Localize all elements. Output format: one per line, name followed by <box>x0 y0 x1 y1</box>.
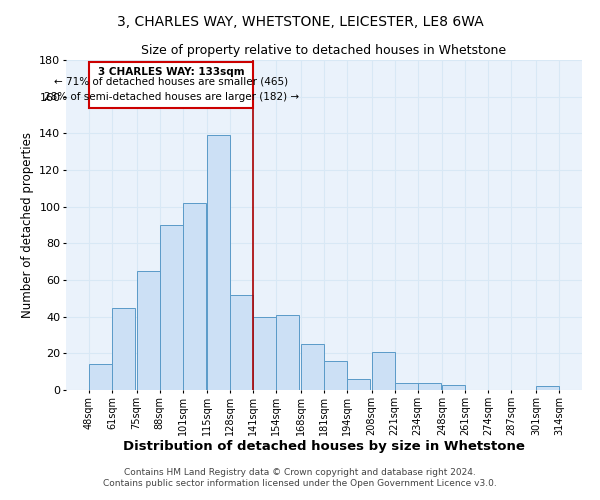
Bar <box>536 386 559 390</box>
Bar <box>442 384 466 390</box>
Bar <box>301 344 324 390</box>
Text: Contains public sector information licensed under the Open Government Licence v3: Contains public sector information licen… <box>103 480 497 488</box>
Bar <box>276 315 299 390</box>
Bar <box>395 382 418 390</box>
X-axis label: Distribution of detached houses by size in Whetstone: Distribution of detached houses by size … <box>123 440 525 454</box>
Bar <box>347 379 370 390</box>
Y-axis label: Number of detached properties: Number of detached properties <box>21 132 34 318</box>
Text: ← 71% of detached houses are smaller (465): ← 71% of detached houses are smaller (46… <box>54 77 288 87</box>
Text: 3, CHARLES WAY, WHETSTONE, LEICESTER, LE8 6WA: 3, CHARLES WAY, WHETSTONE, LEICESTER, LE… <box>116 15 484 29</box>
Bar <box>372 352 395 390</box>
Text: 28% of semi-detached houses are larger (182) →: 28% of semi-detached houses are larger (… <box>44 92 299 102</box>
Title: Size of property relative to detached houses in Whetstone: Size of property relative to detached ho… <box>142 44 506 58</box>
Bar <box>89 364 112 390</box>
FancyBboxPatch shape <box>89 62 253 108</box>
Bar <box>182 203 206 390</box>
Bar <box>324 360 347 390</box>
Bar <box>230 294 253 390</box>
Text: Contains HM Land Registry data © Crown copyright and database right 2024.: Contains HM Land Registry data © Crown c… <box>124 468 476 477</box>
Bar <box>253 316 276 390</box>
Bar <box>112 308 135 390</box>
Bar <box>160 225 182 390</box>
Text: 3 CHARLES WAY: 133sqm: 3 CHARLES WAY: 133sqm <box>98 68 244 78</box>
Bar <box>418 382 440 390</box>
Bar <box>208 135 230 390</box>
Bar <box>137 271 160 390</box>
